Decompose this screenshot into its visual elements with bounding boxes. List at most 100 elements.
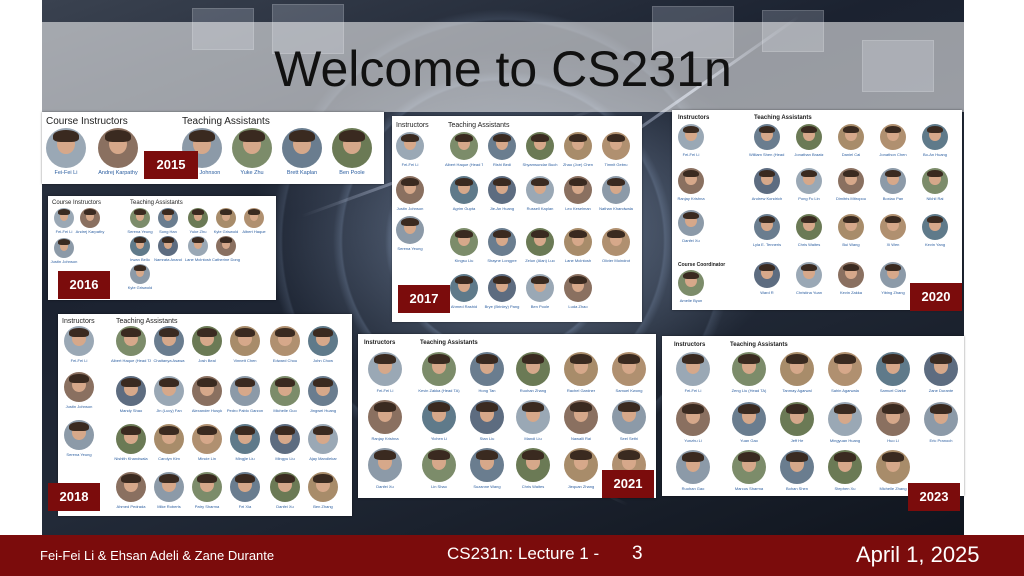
member-name: Kevin Zakka (Head TA) (418, 388, 460, 393)
member-photo (158, 236, 178, 256)
tas-label: Teaching Assistants (130, 200, 183, 206)
member-name: Chaitanya Asawa (153, 358, 185, 363)
member-name: Tanmay Agarwal (782, 388, 812, 393)
member-name: Leo Keselman (565, 206, 591, 211)
member-photo (754, 124, 780, 150)
panel-2021: Instructors Teaching Assistants Fei-Fei … (358, 334, 656, 498)
member-name: Timnit Gebru (604, 162, 628, 167)
member-name: Ranjay Krishna (677, 196, 705, 201)
member-name: Ward R (760, 290, 774, 295)
panel-2023: Instructors Teaching Assistants Fei-Fei … (662, 336, 964, 496)
title-band (42, 22, 964, 112)
member-name: Lane McIntosh (564, 258, 592, 263)
member-photo (564, 352, 598, 386)
member-photo (154, 424, 184, 454)
member-photo (488, 228, 516, 256)
member-photo (880, 214, 906, 240)
member-photo (230, 472, 260, 502)
member-photo (450, 176, 478, 204)
member-photo (270, 376, 300, 406)
member-photo (192, 424, 222, 454)
member-name: Stan Liu (479, 436, 495, 441)
member-name: Danfei Xu (376, 484, 394, 489)
member-name: Mandy Shao (119, 408, 143, 413)
member-name: Fei Xia (238, 504, 252, 509)
member-photo (678, 270, 704, 296)
member-name: Irwan Bello (130, 257, 150, 262)
member-name: Brye (Brinley) Pang (484, 304, 520, 309)
member-photo (564, 400, 598, 434)
instructors-label: Course Instructors (46, 116, 128, 127)
member-photo (526, 274, 554, 302)
member-name: Fei-Fei Li (70, 358, 88, 363)
instructors-label: Instructors (396, 122, 429, 129)
member-photo (450, 132, 478, 160)
member-name: Michelle Guo (273, 408, 297, 413)
member-name: Hong Tan (478, 388, 496, 393)
member-name: Edward Chou (272, 358, 298, 363)
member-photo (308, 424, 338, 454)
member-photo (488, 132, 516, 160)
member-name: Andrej Karpathy (75, 229, 105, 234)
member-photo (796, 124, 822, 150)
member-photo (98, 128, 138, 168)
member-name: Seel Sethi (619, 436, 639, 441)
member-photo (924, 352, 958, 386)
instructors-label: Instructors (364, 340, 396, 346)
member-photo (230, 326, 260, 356)
member-photo (368, 448, 402, 482)
member-photo (564, 228, 592, 256)
member-name: Pedro Pablo Garzon (226, 408, 264, 413)
member-name: Daniel Cai (841, 152, 861, 157)
member-photo (450, 274, 478, 302)
instructors-label: Instructors (678, 115, 710, 121)
member-photo (192, 376, 222, 406)
panel-2015: Course Instructors Teaching Assistants F… (42, 112, 384, 184)
member-photo (130, 208, 150, 228)
member-name: Dimitris Mitropou (835, 196, 866, 201)
member-photo (270, 472, 300, 502)
footer-date: April 1, 2025 (856, 542, 980, 567)
member-photo (450, 228, 478, 256)
member-photo (470, 400, 504, 434)
member-photo (602, 228, 630, 256)
member-name: Nishith Khandwala (114, 456, 148, 461)
member-name: Justin Johnson (183, 170, 221, 176)
member-photo (828, 402, 862, 436)
tas-label: Teaching Assistants (448, 122, 510, 129)
member-photo (368, 400, 402, 434)
member-photo (516, 352, 550, 386)
member-photo (828, 352, 862, 386)
member-photo (612, 352, 646, 386)
member-photo (516, 400, 550, 434)
member-photo (780, 450, 814, 484)
member-photo (838, 124, 864, 150)
member-name: Russell Kaplan (526, 206, 554, 211)
member-photo (754, 168, 780, 194)
member-photo (232, 128, 272, 168)
member-photo (470, 448, 504, 482)
member-name: Lane McIntosh (184, 257, 212, 262)
member-photo (396, 176, 424, 204)
member-name: Mingjie Liu (235, 456, 255, 461)
member-name: Kyle Griswold (213, 229, 239, 234)
member-name: Albert Haque (242, 229, 266, 234)
member-name: Bo-An Huang (922, 152, 947, 157)
footer-bar: Fei-Fei Li & Ehsan Adeli & Zane Durante … (0, 535, 1024, 576)
member-photo (64, 326, 94, 356)
member-photo (922, 214, 948, 240)
footer-authors: Fei-Fei Li & Ehsan Adeli & Zane Durante (40, 548, 275, 563)
member-photo (154, 376, 184, 406)
member-photo (154, 472, 184, 502)
member-name: Amelie Byun (679, 298, 703, 303)
member-photo (270, 326, 300, 356)
member-name: Mingyu Liu (275, 456, 295, 461)
member-photo (602, 132, 630, 160)
member-name: Bohan Shen (785, 486, 809, 491)
member-photo (922, 168, 948, 194)
member-photo (754, 214, 780, 240)
member-photo (678, 168, 704, 194)
member-name: Mingyuan Huang (829, 438, 861, 443)
member-name: Jeff He (790, 438, 804, 443)
member-name: Andrej Karpathy (98, 170, 138, 176)
